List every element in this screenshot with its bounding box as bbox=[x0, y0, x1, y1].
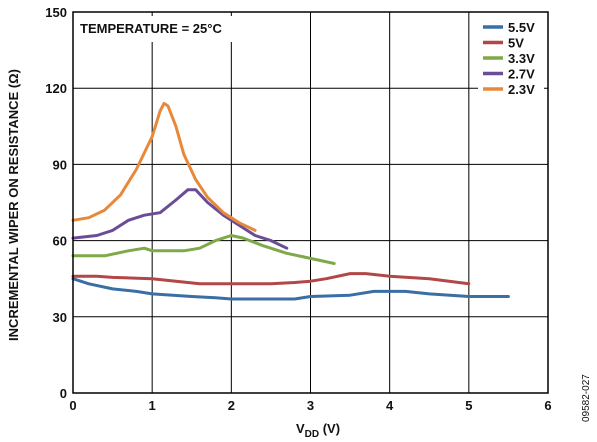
x-axis-title-main: V bbox=[296, 421, 305, 436]
series-group bbox=[71, 101, 510, 301]
y-tick-label: 150 bbox=[45, 5, 67, 20]
y-tick-labels: 0 30 60 90 120 150 bbox=[45, 5, 67, 401]
x-axis-title: VDD (V) bbox=[296, 421, 340, 440]
x-tick-label: 2 bbox=[228, 398, 235, 413]
y-tick-label: 30 bbox=[53, 310, 67, 325]
y-tick-label: 60 bbox=[53, 234, 67, 249]
x-tick-label: 4 bbox=[386, 398, 394, 413]
x-axis-title-unit: (V) bbox=[319, 421, 340, 436]
legend-label: 5V bbox=[508, 36, 524, 51]
x-tick-label: 3 bbox=[307, 398, 314, 413]
legend-label: 2.7V bbox=[508, 67, 535, 82]
x-axis-title-subscript: DD bbox=[305, 429, 319, 440]
y-tick-label: 0 bbox=[60, 386, 67, 401]
y-tick-label: 120 bbox=[45, 81, 67, 96]
legend-label: 2.3V bbox=[508, 82, 535, 97]
series-line-5-5v bbox=[71, 277, 510, 301]
x-tick-labels: 0 1 2 3 4 5 6 bbox=[69, 398, 551, 413]
y-axis-title: INCREMENTAL WIPER ON RESISTANCE (Ω) bbox=[6, 69, 21, 341]
y-tick-label: 90 bbox=[53, 157, 67, 172]
x-tick-label: 0 bbox=[69, 398, 76, 413]
legend-label: 5.5V bbox=[508, 20, 535, 35]
x-tick-label: 5 bbox=[465, 398, 472, 413]
series-line-3-3v bbox=[71, 234, 336, 265]
plot-frame bbox=[72, 11, 549, 394]
x-tick-label: 1 bbox=[149, 398, 156, 413]
legend-label: 3.3V bbox=[508, 51, 535, 66]
annotation-box bbox=[76, 16, 261, 42]
series-line-2-7v bbox=[71, 188, 289, 250]
series-line-2-3v bbox=[71, 101, 257, 232]
annotation-temperature: TEMPERATURE = 25°C bbox=[80, 21, 222, 36]
figure-id: 09582-027 bbox=[581, 374, 592, 422]
series-line-5v bbox=[71, 272, 471, 286]
x-tick-label: 6 bbox=[544, 398, 551, 413]
